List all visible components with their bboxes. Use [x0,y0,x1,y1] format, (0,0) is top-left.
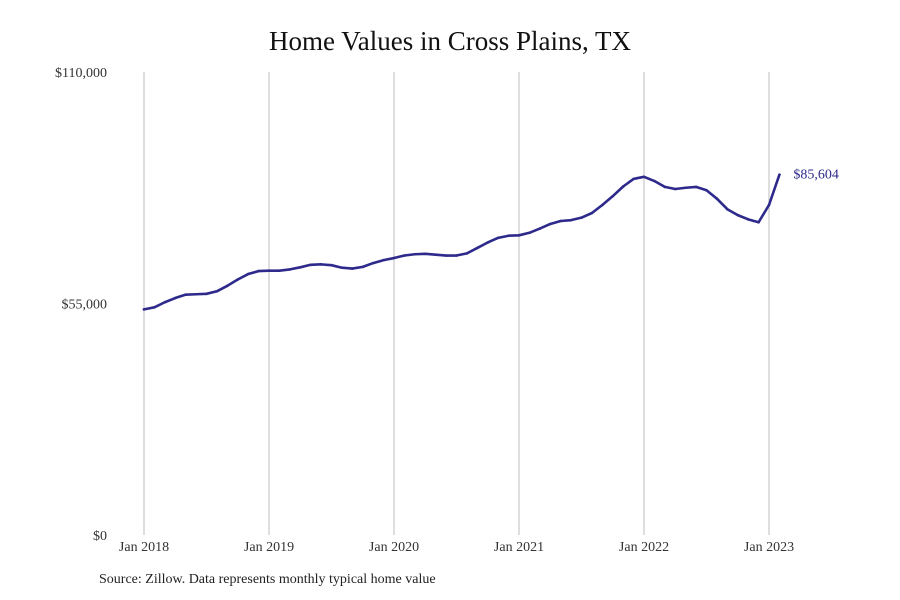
x-tick-label: Jan 2021 [494,540,544,555]
gridlines [143,72,770,535]
data-point [601,203,604,207]
data-point [611,194,615,198]
series-layer: $85,604 [142,168,839,311]
data-point [330,263,333,267]
data-point [580,216,583,219]
data-point [361,265,365,269]
y-tick-label: $55,000 [62,298,108,313]
x-tick-label: Jan 2022 [619,540,669,555]
end-value-label: $85,604 [793,168,839,183]
data-point [507,234,510,238]
data-point [673,187,677,191]
data-point [517,234,521,237]
y-tick-label: $110,000 [55,66,107,81]
data-point [663,185,667,189]
data-point [236,278,240,281]
data-point [309,263,312,267]
data-point [465,252,469,255]
data-point [288,268,292,271]
data-point [736,213,740,217]
data-point [538,227,542,230]
data-point [153,305,156,309]
data-point [715,197,719,200]
series-line [142,173,781,311]
data-point [559,219,562,223]
x-tick-label: Jan 2023 [744,540,794,555]
data-point [278,269,281,272]
source-note: Source: Zillow. Data represents monthly … [99,572,436,587]
data-point [653,179,656,183]
data-point [194,292,198,296]
data-point [705,188,708,192]
data-point [684,186,687,190]
chart-title: Home Values in Cross Plains, TX [268,26,631,56]
data-point [757,220,760,224]
data-point [569,218,573,222]
data-point [767,203,771,207]
data-point [528,231,531,235]
data-point [746,218,750,221]
data-point [215,289,219,293]
data-point [184,293,187,296]
data-point [444,254,448,257]
data-point [246,272,250,276]
data-point [434,253,437,256]
data-point [351,267,354,270]
x-tick-label: Jan 2019 [244,540,294,555]
data-point [590,211,594,215]
data-point [642,175,646,179]
data-point [778,173,781,176]
data-point [382,258,385,262]
data-point [726,207,729,211]
data-point [694,185,698,189]
data-point [548,222,552,226]
data-point [257,269,260,273]
data-point [455,254,458,257]
data-point [173,296,177,300]
data-point [496,236,500,240]
data-point [340,266,344,270]
y-tick-label: $0 [93,529,107,544]
x-axis-ticks: Jan 2018 Jan 2019 Jan 2020 Jan 2021 Jan 2022… [119,540,794,555]
data-point [423,252,427,256]
data-point [267,269,271,272]
data-point [403,254,406,257]
data-point [142,308,146,311]
data-point [486,241,490,244]
x-tick-label: Jan 2018 [119,540,169,555]
data-point [319,263,323,266]
data-point [621,185,625,188]
data-point [413,252,417,256]
data-point [163,300,167,304]
data-point [632,177,635,181]
data-point [476,246,479,250]
data-point [226,284,229,288]
data-point [298,266,302,269]
data-point [205,292,208,296]
x-tick-label: Jan 2020 [369,540,419,555]
data-point [371,261,375,265]
y-axis-ticks: $0 $55,000 $110,000 [55,66,107,544]
data-point [392,256,396,260]
